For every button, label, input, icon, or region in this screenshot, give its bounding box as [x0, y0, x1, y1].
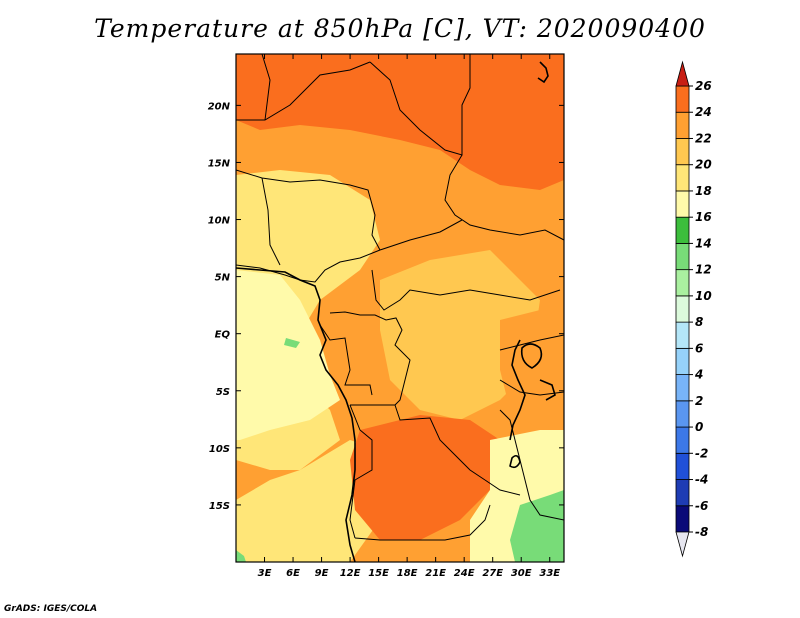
colorbar-label: 22	[695, 131, 712, 145]
colorbar-under-triangle	[675, 531, 690, 558]
colorbar-bin	[675, 295, 690, 323]
lat-label: 15S	[209, 501, 230, 512]
region-congo-basin	[380, 250, 540, 420]
colorbar-label: 12	[695, 263, 712, 277]
lat-label: 10N	[208, 216, 231, 227]
colorbar-label: 2	[695, 394, 703, 408]
colorbar-bin	[675, 269, 690, 297]
coastlines	[236, 61, 556, 562]
colorbar-bin	[675, 190, 690, 218]
colorbar-label: 4	[694, 368, 703, 382]
colorbar-label: 16	[695, 210, 712, 224]
lat-label: 15N	[208, 158, 231, 169]
colorbar-label: 14	[695, 236, 712, 250]
colorbar-bin	[675, 374, 690, 402]
grads-credit: GrADS: IGES/COLA	[4, 604, 98, 614]
region-southeast-cool	[510, 490, 564, 562]
lon-label: 6E	[286, 568, 300, 579]
lat-label: 20N	[208, 101, 231, 112]
colorbar-label: 6	[695, 341, 703, 355]
colorbar-label: 24	[695, 105, 712, 119]
colorbar-label: 10	[695, 289, 712, 303]
region-angola-plateau	[236, 440, 380, 562]
colorbar-label: 0	[695, 420, 703, 434]
colorbar-bin	[675, 426, 690, 454]
colorbar-bin	[675, 479, 690, 507]
region-zambia-hotspot	[350, 415, 500, 540]
colorbar-label: -8	[695, 525, 708, 539]
colorbar-bin	[675, 347, 690, 375]
country-borders	[236, 54, 564, 541]
colorbar-bin	[675, 138, 690, 166]
colorbar-bin	[675, 85, 690, 113]
lat-label: 5N	[215, 273, 231, 284]
map-frame	[235, 53, 565, 563]
colorbar-over-triangle	[675, 60, 690, 87]
longitude-labels: 3E 6E 9E 12E 15E 18E 21E 24E 27E 30E 33E	[258, 568, 561, 579]
lon-label: 27E	[482, 568, 503, 579]
colorbar-bin	[675, 243, 690, 271]
region-east-highlands	[500, 310, 564, 430]
colorbar-label: 8	[695, 315, 703, 329]
colorbar-label: 20	[695, 158, 712, 172]
lon-label: 18E	[397, 568, 418, 579]
lon-label: 33E	[539, 568, 560, 579]
region-sahara-hot-core	[236, 54, 564, 190]
temperature-field	[236, 54, 564, 562]
lat-label: 5S	[216, 387, 230, 398]
lon-label: 9E	[315, 568, 329, 579]
map-title: Temperature at 850hPa [C], VT: 202009040…	[94, 14, 706, 43]
lon-label: 3E	[258, 568, 272, 579]
colorbar-label: 26	[695, 79, 712, 93]
region-southwest-corner	[236, 550, 246, 562]
colorbar-bin	[675, 400, 690, 428]
lat-label: EQ	[215, 330, 231, 341]
lon-label: 24E	[454, 568, 475, 579]
colorbar-bin	[675, 505, 690, 533]
colorbar-label: -2	[695, 446, 708, 460]
region-gulf-coast	[236, 270, 340, 440]
colorbar-bin	[675, 111, 690, 139]
colorbar-label: 18	[695, 184, 712, 198]
colorbar-label: -4	[695, 473, 708, 487]
lon-label: 15E	[368, 568, 389, 579]
colorbar-label: -6	[695, 499, 708, 513]
colorbar-bin	[675, 216, 690, 244]
lon-label: 12E	[340, 568, 361, 579]
lon-label: 21E	[425, 568, 446, 579]
lon-label: 30E	[511, 568, 532, 579]
region-gabon-speck	[284, 338, 300, 348]
colorbar-bin	[675, 164, 690, 192]
lat-label: 10S	[209, 444, 230, 455]
graticule-ticks	[236, 54, 564, 562]
colorbar-bin	[675, 452, 690, 480]
latitude-labels: 20N 15N 10N 5N EQ 5S 10S 15S	[208, 101, 231, 512]
colorbar-bin	[675, 321, 690, 349]
